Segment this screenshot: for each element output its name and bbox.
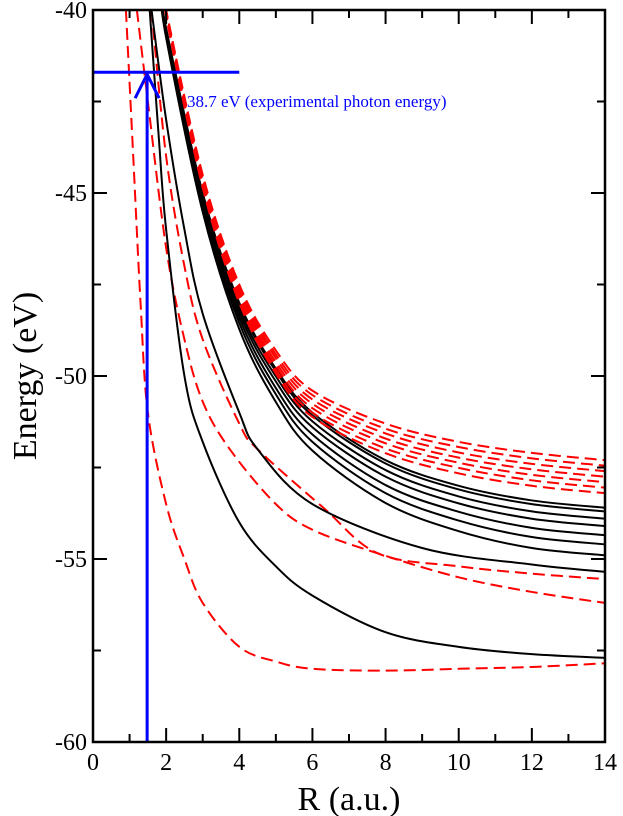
solid-curve-4 xyxy=(150,10,605,573)
dashed-curve-12 xyxy=(165,10,605,462)
x-axis-label: R (a.u.) xyxy=(298,781,401,816)
ticks-layer: 0 2 4 6 8 10 12 14 -60 -55 -50 -45 -40 xyxy=(55,0,617,776)
y-tick-label: -50 xyxy=(55,364,87,390)
x-tick-label: 14 xyxy=(593,750,617,776)
dashed-curve-1 xyxy=(135,10,605,604)
dashed-curve-0 xyxy=(124,10,605,672)
dashed-curve-18 xyxy=(163,10,605,495)
plot-frame xyxy=(91,8,607,744)
x-tick-label: 4 xyxy=(233,750,245,776)
x-tick-label: 6 xyxy=(306,750,318,776)
solid-curve-9 xyxy=(160,10,605,537)
x-tick-label: 0 xyxy=(87,750,99,776)
x-tick-label: 12 xyxy=(520,750,544,776)
y-tick-label: -40 xyxy=(55,0,87,24)
y-tick-label: -45 xyxy=(55,181,87,207)
arrow-head-icon xyxy=(133,70,161,99)
y-tick-label: -60 xyxy=(55,730,87,756)
curves-layer xyxy=(124,10,605,672)
annotation-layer xyxy=(93,70,240,742)
y-tick-label: -55 xyxy=(55,547,87,573)
solid-curve-3 xyxy=(148,10,605,659)
y-axis-label: Energy (eV) xyxy=(7,292,44,460)
x-tick-label: 8 xyxy=(380,750,392,776)
x-tick-label: 2 xyxy=(160,750,172,776)
annotation-label: 38.7 eV (experimental photon energy) xyxy=(187,92,447,111)
dashed-curve-13 xyxy=(164,10,605,467)
solid-curve-11 xyxy=(160,10,605,557)
x-tick-label: 10 xyxy=(447,750,471,776)
